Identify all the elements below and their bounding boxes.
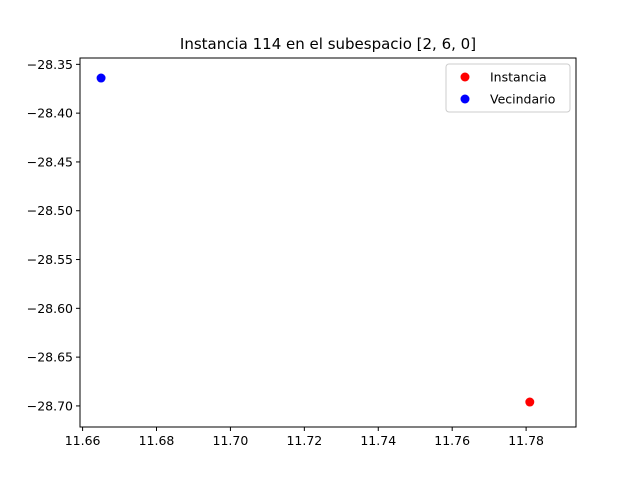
legend-marker-instancia: [460, 72, 470, 82]
y-tick-label: −28.40: [27, 106, 73, 121]
data-points: [96, 73, 535, 407]
legend: Instancia Vecindario: [445, 63, 571, 113]
legend-label-instancia: Instancia: [490, 70, 547, 85]
y-axis: −28.35 −28.40 −28.45 −28.50 −28.55 −28.60 −28.…: [27, 57, 80, 413]
x-tick-label: 11.66: [65, 433, 101, 448]
point-vecindario: [96, 73, 106, 83]
y-tick-label: −28.35: [27, 57, 73, 72]
chart-title: Instancia 114 en el subespacio [2, 6, 0]: [180, 35, 476, 53]
legend-label-vecindario: Vecindario: [490, 92, 555, 107]
x-tick-label: 11.78: [508, 433, 544, 448]
x-tick-label: 11.76: [434, 433, 470, 448]
x-tick-label: 11.70: [213, 433, 249, 448]
y-tick-label: −28.70: [27, 398, 73, 413]
y-tick-label: −28.45: [27, 154, 73, 169]
y-tick-label: −28.50: [27, 203, 73, 218]
point-instancia: [525, 397, 535, 407]
y-tick-label: −28.65: [27, 350, 73, 365]
plot-frame: [79, 57, 577, 428]
x-tick-label: 11.72: [286, 433, 322, 448]
x-axis: 11.66 11.68 11.70 11.72 11.74 11.76 11.78: [65, 427, 544, 448]
y-tick-label: −28.55: [27, 252, 73, 267]
legend-box: [445, 63, 571, 113]
x-tick-label: 11.68: [139, 433, 175, 448]
y-tick-label: −28.60: [27, 301, 73, 316]
x-tick-label: 11.74: [360, 433, 396, 448]
legend-marker-vecindario: [460, 94, 470, 104]
